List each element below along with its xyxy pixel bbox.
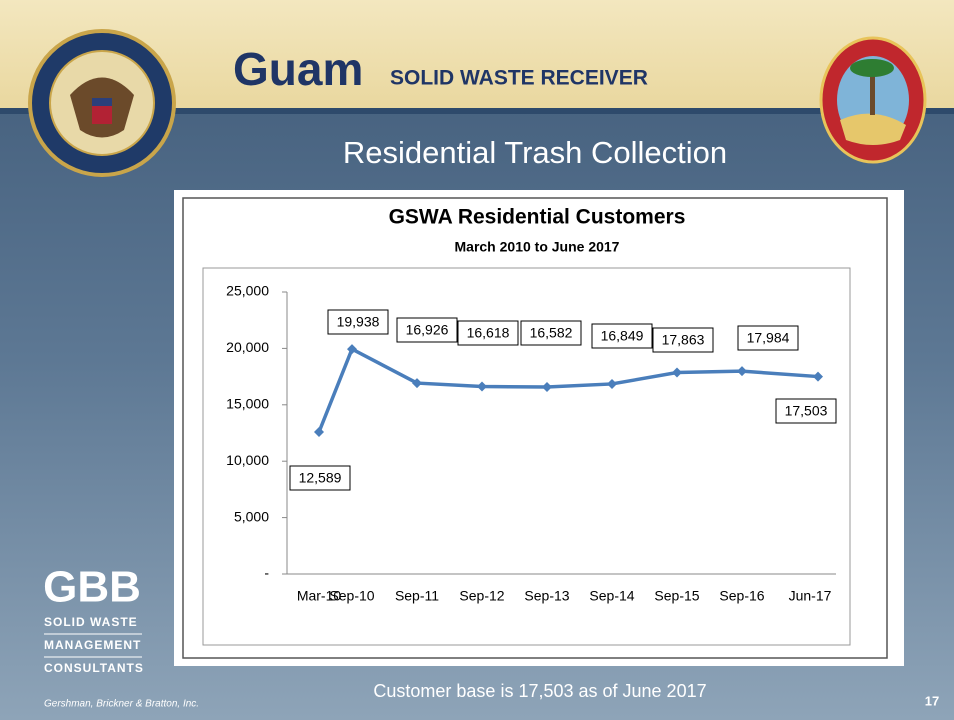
logo-line: SOLID WASTE xyxy=(44,615,138,629)
chart-title: GSWA Residential Customers xyxy=(389,206,686,229)
x-tick-label: Sep-12 xyxy=(459,588,504,604)
data-label-box xyxy=(520,320,582,346)
heading: Residential Trash Collection xyxy=(343,135,727,170)
data-label: 19,938 xyxy=(337,314,380,330)
y-tick-label: 15,000 xyxy=(226,396,269,412)
guam-seal xyxy=(819,36,927,164)
brand-sub: SOLID WASTE RECEIVER xyxy=(390,67,648,90)
y-tick-label: 25,000 xyxy=(226,283,269,299)
x-tick-label: Jun-17 xyxy=(789,588,832,604)
logo-mark: GBB xyxy=(43,563,141,612)
data-label: 16,849 xyxy=(601,328,644,344)
data-label-box xyxy=(396,317,458,343)
data-label: 17,984 xyxy=(747,330,790,346)
data-label-box xyxy=(457,320,519,346)
company: Gershman, Brickner & Bratton, Inc. xyxy=(44,699,199,710)
x-tick-label: Sep-15 xyxy=(654,588,699,604)
data-label: 17,503 xyxy=(785,403,828,419)
court-seal xyxy=(28,29,176,177)
x-tick-label: Sep-13 xyxy=(524,588,569,604)
logo-line: MANAGEMENT xyxy=(44,638,141,652)
data-label: 16,618 xyxy=(467,325,510,341)
x-tick-label: Sep-16 xyxy=(719,588,764,604)
logo-line: CONSULTANTS xyxy=(44,661,144,675)
x-tick-label: Sep-10 xyxy=(329,588,374,604)
brand: Guam xyxy=(233,43,363,95)
data-point xyxy=(813,371,823,382)
data-point xyxy=(412,378,422,389)
x-tick-label: Sep-14 xyxy=(589,588,634,604)
data-point xyxy=(737,366,747,377)
page-number: 17 xyxy=(925,693,939,708)
data-label: 12,589 xyxy=(299,470,342,486)
footer-note: Customer base is 17,503 as of June 2017 xyxy=(373,681,706,701)
data-point xyxy=(607,378,617,389)
data-label: 16,582 xyxy=(530,325,573,341)
data-point xyxy=(314,426,324,437)
data-label-box xyxy=(591,323,653,349)
data-label-box xyxy=(652,327,714,353)
y-tick-label: 20,000 xyxy=(226,339,269,355)
data-label-box xyxy=(737,325,799,351)
data-point xyxy=(672,367,682,378)
y-tick-label: 10,000 xyxy=(226,452,269,468)
x-tick-label: Sep-11 xyxy=(395,588,439,604)
y-tick-label: - xyxy=(264,565,269,581)
data-label-box xyxy=(327,309,389,335)
data-label-box xyxy=(775,398,837,424)
data-point xyxy=(542,381,552,392)
band-divider xyxy=(0,108,954,114)
data-point xyxy=(477,381,487,392)
y-tick-label: 5,000 xyxy=(234,508,269,524)
data-point xyxy=(347,344,357,355)
data-label-box xyxy=(289,465,351,491)
data-label: 17,863 xyxy=(662,332,705,348)
chart-subtitle: March 2010 to June 2017 xyxy=(455,239,620,255)
x-tick-label: Mar-10 xyxy=(297,588,342,604)
data-label: 16,926 xyxy=(406,322,449,338)
